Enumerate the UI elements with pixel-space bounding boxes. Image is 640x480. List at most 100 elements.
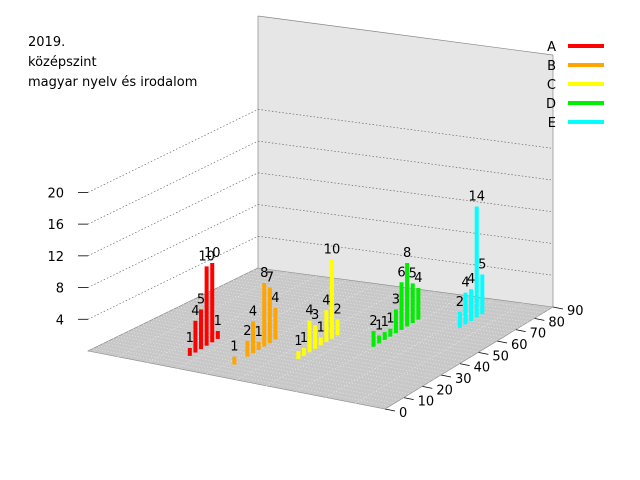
bar-B-1: [245, 340, 250, 357]
floor-gridline: [206, 283, 377, 375]
floor-gridline: [147, 321, 445, 374]
data-label-C-0: 1: [294, 334, 302, 349]
bar-C-6: [329, 259, 334, 339]
z-gridline: [87, 204, 259, 288]
data-label-C-2: 4: [305, 304, 313, 319]
x-tick-mark: [403, 397, 414, 401]
x-tick-label: 80: [548, 315, 565, 330]
x-tick-label: 60: [511, 338, 528, 353]
floor-gridline: [112, 338, 410, 395]
data-label-D-7: 5: [409, 266, 417, 281]
data-label-B-2: 4: [249, 305, 257, 320]
floor-gridline: [92, 348, 390, 407]
bar-A-4: [210, 263, 215, 343]
bar-D-0: [371, 330, 376, 347]
bar-A-2: [199, 309, 204, 350]
floor-gridline: [182, 304, 479, 353]
bar-D-7: [410, 283, 415, 324]
data-label-E-1: 4: [461, 276, 469, 291]
bar-D-6: [405, 263, 410, 327]
z-tick-label: 4: [56, 313, 64, 328]
z-tick-label: 8: [56, 282, 64, 297]
data-label-B-5: 7: [266, 271, 274, 286]
x-tick-label: 20: [436, 383, 453, 398]
bar-D-4: [393, 309, 398, 334]
x-tick-mark: [422, 385, 433, 389]
z-tick-label: 12: [47, 250, 64, 265]
data-label-D-4: 3: [392, 292, 400, 307]
legend-label-A: A: [547, 40, 556, 55]
bar-D-8: [416, 287, 421, 320]
title: 2019. középszint magyar nyelv és irodalo…: [28, 35, 197, 90]
floor-gridline: [142, 323, 440, 377]
z-gridline: [257, 109, 554, 149]
series-B: 12 4 1 87 4: [230, 266, 280, 365]
data-label-D-2: 1: [381, 315, 389, 330]
z-gridline: [87, 109, 259, 193]
floor-gridline: [207, 292, 504, 338]
bar-C-1: [301, 347, 306, 356]
floor-gridline: [172, 309, 470, 359]
data-label-D-3: 1: [386, 312, 394, 327]
floor-gridline: [177, 306, 474, 356]
x-tick-label: 30: [455, 372, 472, 387]
bar-C-3: [313, 325, 318, 349]
bar-D-3: [388, 328, 393, 337]
x-tick-mark: [478, 351, 489, 355]
legend-label-C: C: [547, 78, 556, 93]
x-tick-label: 0: [399, 406, 407, 421]
x-tick-mark: [496, 340, 508, 344]
data-label-C-4: 1: [317, 321, 325, 336]
bar-E-4: [480, 274, 485, 315]
data-label-D-0: 2: [369, 314, 377, 329]
bar-D-2: [382, 332, 387, 341]
floor-gridline: [187, 301, 484, 350]
data-label-A-0: 1: [186, 331, 194, 346]
data-label-C-1: 1: [300, 331, 308, 346]
data-label-E-2: 4: [467, 272, 475, 287]
floor-gridline: [236, 287, 406, 381]
floor-gridline: [107, 340, 405, 398]
x-tick-label: 90: [567, 304, 584, 319]
floor-gridline: [176, 279, 347, 369]
data-label-A-2: 5: [197, 292, 205, 307]
floor-gridline: [192, 299, 489, 347]
bar-B-4: [262, 283, 267, 347]
floor-gridline: [266, 291, 436, 387]
bar-E-1: [463, 292, 468, 325]
bar-B-2: [251, 321, 256, 354]
bar-C-4: [318, 337, 323, 346]
data-label-E-4: 5: [478, 258, 486, 273]
bar-A-1: [193, 320, 198, 353]
bar-E-0: [457, 311, 462, 328]
data-label-C-6: 10: [324, 242, 341, 257]
legend-label-E: E: [548, 116, 556, 131]
bar-B-3: [256, 341, 261, 350]
z-gridline: [87, 140, 259, 225]
bar-D-1: [377, 335, 382, 344]
data-label-D-8: 4: [414, 271, 422, 286]
x-tick-label: 40: [474, 361, 491, 376]
z-gridline: [87, 236, 259, 320]
bar-C-2: [307, 320, 312, 353]
data-label-B-4: 8: [260, 266, 268, 281]
title-line-2: középszint: [28, 55, 97, 70]
z-tick-label: 16: [47, 218, 64, 233]
data-label-D-6: 8: [403, 246, 411, 261]
x-tick-mark: [384, 408, 396, 412]
legend-label-D: D: [546, 97, 556, 112]
bar-C-0: [296, 351, 301, 360]
bar-B-6: [273, 307, 278, 340]
data-label-D-1: 1: [375, 319, 383, 334]
z-tick-label: 20: [47, 186, 64, 201]
x-tick-label: 70: [530, 327, 547, 342]
floor-gridline: [137, 326, 435, 380]
z-gridline: [257, 172, 554, 213]
